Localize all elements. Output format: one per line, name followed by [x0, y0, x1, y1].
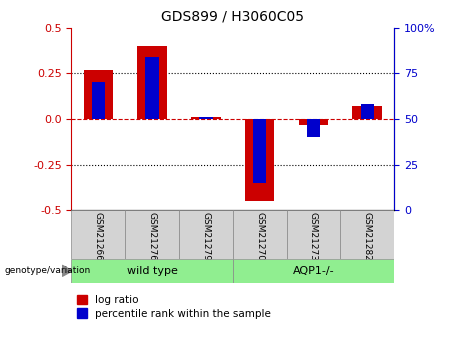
Bar	[245, 119, 274, 201]
Bar	[299, 119, 328, 125]
Bar	[145, 57, 159, 119]
Text: GSM21266: GSM21266	[94, 212, 103, 261]
Bar	[253, 119, 266, 183]
Text: AQP1-/-: AQP1-/-	[293, 266, 334, 276]
Bar	[92, 82, 105, 119]
Bar	[233, 210, 287, 259]
Bar	[307, 119, 320, 137]
Text: GSM21270: GSM21270	[255, 212, 264, 261]
Text: GSM21282: GSM21282	[363, 212, 372, 261]
Legend: log ratio, percentile rank within the sample: log ratio, percentile rank within the sa…	[77, 295, 271, 318]
Bar	[71, 259, 233, 283]
Text: genotype/variation: genotype/variation	[5, 266, 91, 275]
Bar	[125, 210, 179, 259]
Bar	[233, 259, 394, 283]
Bar	[179, 210, 233, 259]
Polygon shape	[62, 265, 72, 276]
Bar	[353, 106, 382, 119]
Bar	[71, 210, 125, 259]
Bar	[191, 117, 221, 119]
Text: wild type: wild type	[127, 266, 177, 276]
Bar	[199, 117, 213, 119]
Bar	[287, 210, 340, 259]
Title: GDS899 / H3060C05: GDS899 / H3060C05	[161, 10, 304, 24]
Bar	[137, 46, 167, 119]
Bar	[361, 105, 374, 119]
Bar	[340, 210, 394, 259]
Text: GSM21279: GSM21279	[201, 212, 210, 261]
Text: GSM21276: GSM21276	[148, 212, 157, 261]
Bar	[83, 70, 113, 119]
Text: GSM21273: GSM21273	[309, 212, 318, 261]
